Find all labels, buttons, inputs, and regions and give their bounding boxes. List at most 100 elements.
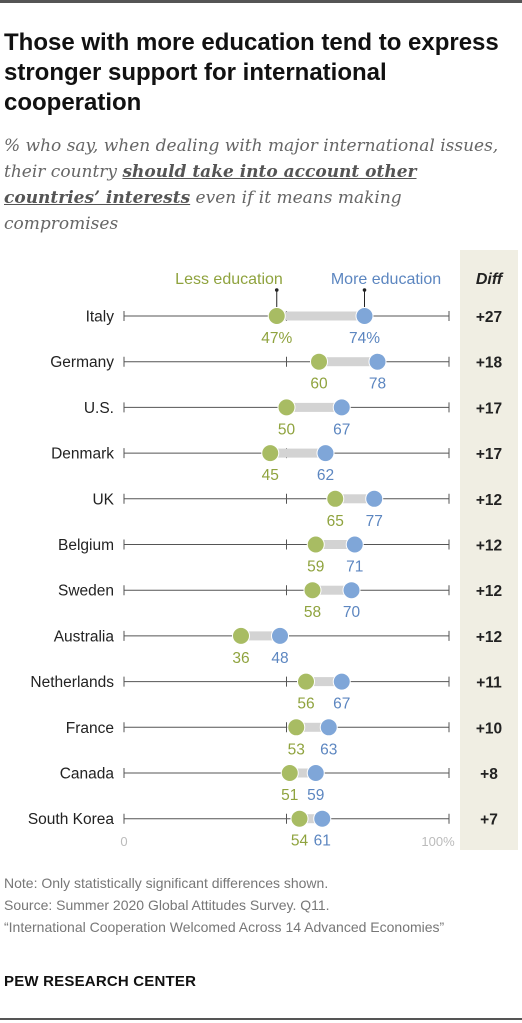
brand-name: PEW RESEARCH CENTER: [4, 973, 197, 990]
less-education-value: 36: [232, 650, 249, 667]
more-education-value: 70: [343, 604, 361, 621]
less-education-dot: [297, 672, 315, 691]
subtitle-emphasis: should take into account other countries…: [4, 162, 417, 208]
diff-value: +12: [476, 629, 502, 646]
category-label: Canada: [60, 766, 115, 783]
report-title-line: “International Cooperation Welcomed Acro…: [4, 919, 445, 935]
source-line: Source: Summer 2020 Global Attitudes Sur…: [4, 897, 330, 913]
legend-more-education: More education: [331, 271, 441, 288]
less-education-value: 56: [297, 696, 314, 713]
category-label: U.S.: [84, 400, 114, 417]
more-education-dot: [332, 398, 351, 417]
gap-bar: [270, 448, 326, 458]
more-education-value: 77: [366, 513, 383, 530]
gap-bar: [296, 722, 329, 732]
diff-value: +11: [476, 675, 502, 692]
less-education-dot: [232, 626, 250, 645]
diff-value: +17: [476, 446, 502, 463]
more-education-value: 71: [346, 559, 363, 576]
category-label: UK: [92, 491, 114, 508]
more-education-dot: [313, 809, 332, 828]
gap-bar: [241, 631, 280, 641]
diff-value: +8: [480, 766, 498, 783]
more-education-dot: [332, 672, 351, 691]
more-education-value: 59: [307, 787, 324, 804]
more-education-value: 63: [320, 741, 337, 758]
category-label: Sweden: [58, 583, 114, 600]
diff-header: Diff: [476, 271, 504, 288]
more-education-dot: [319, 718, 338, 737]
less-education-value: 59: [307, 559, 324, 576]
diff-value: +12: [476, 583, 502, 600]
more-education-value: 74%: [349, 330, 380, 347]
chart-notes: Note: Only statistically significant dif…: [4, 872, 504, 938]
more-education-value: 61: [314, 833, 331, 850]
category-label: Italy: [86, 309, 115, 326]
diff-value: +12: [476, 538, 502, 555]
more-education-dot: [355, 307, 374, 325]
more-education-dot: [345, 535, 364, 554]
top-rule: [0, 0, 522, 3]
more-education-value: 62: [317, 467, 334, 484]
gap-bar: [276, 311, 365, 321]
less-education-dot: [306, 535, 325, 554]
legend-less-education: Less education: [175, 271, 283, 288]
less-education-dot: [303, 581, 322, 600]
more-education-dot: [271, 626, 289, 645]
gap-bar: [306, 677, 342, 687]
gap-bar: [286, 402, 342, 412]
diff-value: +10: [476, 720, 502, 737]
subtitle-text-after: even if it means making compromises: [4, 188, 402, 234]
less-education-value: 53: [288, 741, 305, 758]
chart-title: Those with more education tend to expres…: [4, 29, 499, 116]
less-education-value: 47%: [261, 330, 292, 347]
category-label: Germany: [50, 354, 114, 371]
diff-value: +17: [476, 400, 502, 417]
category-label: France: [66, 720, 114, 737]
more-education-dot: [316, 444, 335, 463]
category-label: Australia: [54, 628, 115, 645]
note-line: Note: Only statistically significant dif…: [4, 875, 329, 891]
less-education-dot: [267, 307, 286, 325]
more-education-dot: [306, 764, 325, 782]
more-education-value: 67: [333, 421, 350, 438]
less-education-dot: [280, 764, 299, 782]
gap-bar: [335, 494, 375, 504]
less-education-dot: [290, 809, 309, 828]
diff-value: +27: [476, 309, 502, 326]
chart-subtitle: % who say, when dealing with major inter…: [4, 133, 514, 237]
less-education-value: 60: [310, 376, 328, 393]
category-label: South Korea: [28, 811, 115, 828]
category-label: Belgium: [58, 537, 114, 554]
diff-column-background: [460, 250, 518, 850]
diff-value: +7: [480, 812, 498, 829]
bottom-rule: [0, 1018, 522, 1020]
subtitle-text-before: % who say, when dealing with major inter…: [4, 136, 499, 182]
less-education-value: 65: [327, 513, 344, 530]
more-education-value: 48: [271, 650, 288, 667]
gap-bar: [299, 814, 323, 824]
more-education-value: 78: [369, 376, 386, 393]
less-education-dot: [310, 352, 328, 371]
more-education-dot: [342, 581, 361, 600]
chart-rows: Italy 47% 74% +27 Germany 60 78 +18 U.S. 50 67 +17 D…: [28, 288, 503, 850]
legend-pointer-dot-more: [362, 288, 367, 292]
less-education-value: 51: [281, 787, 298, 804]
less-education-value: 54: [291, 833, 309, 850]
category-label: Netherlands: [30, 674, 114, 691]
x-tick-label-100: 100%: [421, 834, 455, 849]
gap-bar: [319, 357, 378, 367]
more-education-dot: [365, 489, 384, 508]
x-tick-label-0: 0: [120, 834, 127, 849]
less-education-dot: [326, 489, 345, 508]
category-label: Denmark: [51, 446, 114, 463]
gap-bar: [315, 540, 355, 549]
gap-bar: [289, 768, 316, 778]
diff-value: +12: [476, 492, 502, 509]
more-education-value: 67: [333, 696, 350, 713]
more-education-dot: [368, 352, 387, 371]
legend-pointer-dot-less: [274, 288, 279, 292]
gap-bar: [312, 585, 352, 595]
dot-plot-chart: Less education More education Diff Italy…: [28, 250, 518, 850]
less-education-value: 45: [262, 467, 279, 484]
